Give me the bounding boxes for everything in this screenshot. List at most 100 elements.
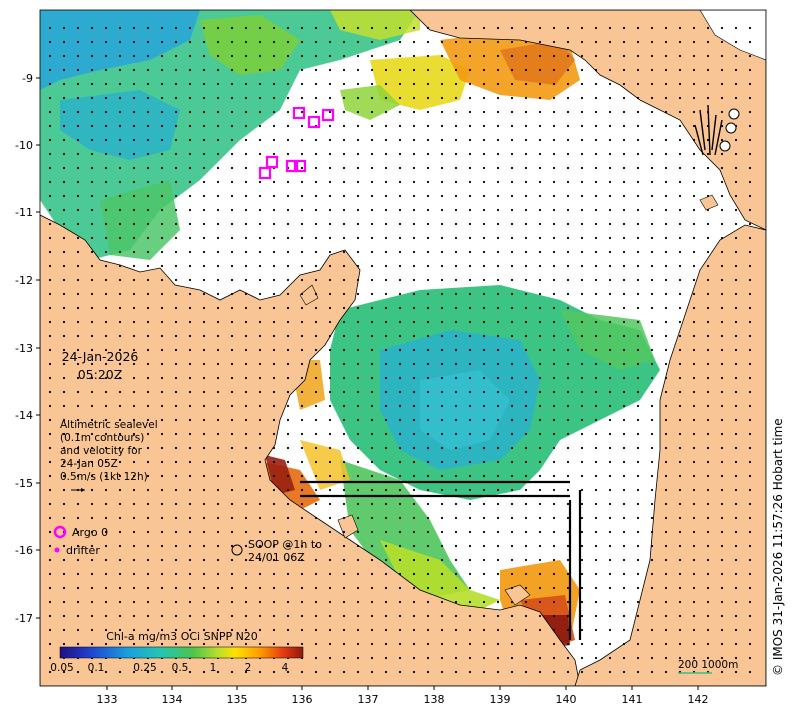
velocity-arrow [370,320,374,324]
velocity-arrow [300,572,304,576]
current-jet [300,480,582,640]
velocity-arrow [524,320,528,324]
velocity-arrow [216,614,220,618]
velocity-arrow [384,264,388,268]
velocity-arrow [356,502,360,506]
velocity-arrow [608,656,612,660]
velocity-arrow [650,376,654,380]
velocity-arrow [650,544,654,548]
velocity-arrow [216,544,220,548]
velocity-arrow [650,54,654,58]
velocity-arrow [678,404,682,408]
velocity-arrow [314,264,318,268]
velocity-arrow [552,320,556,324]
velocity-arrow [314,68,318,72]
velocity-arrow [160,432,164,436]
velocity-arrow [356,558,360,562]
velocity-arrow [426,236,430,240]
velocity-arrow [524,306,528,310]
velocity-arrow [342,572,346,576]
velocity-arrow [692,614,696,618]
x-tick-label: 138 [424,693,445,706]
x-tick-label: 133 [97,693,118,706]
velocity-arrow [678,334,682,338]
velocity-arrow [622,432,626,436]
velocity-arrow [174,670,178,674]
velocity-arrow [468,516,472,520]
velocity-arrow [440,586,444,590]
velocity-arrow [706,138,710,142]
velocity-arrow [468,124,472,128]
velocity-arrow [412,180,416,184]
velocity-arrow [608,488,612,492]
velocity-arrow [272,670,276,674]
velocity-arrow [426,502,430,506]
velocity-arrow [482,656,486,660]
velocity-arrow [370,96,374,100]
velocity-arrow [62,516,66,520]
y-tick-label: -13 [15,342,33,355]
velocity-arrow [62,250,66,254]
velocity-arrow [510,446,514,450]
velocity-arrow [384,474,388,478]
velocity-arrow [566,96,570,100]
velocity-arrow [664,362,668,366]
velocity-arrow [398,544,402,548]
velocity-arrow [216,40,220,44]
velocity-arrow [342,152,346,156]
velocity-arrow [132,390,136,394]
velocity-arrow [356,642,360,646]
velocity-arrow [580,460,584,464]
velocity-arrow [720,376,724,380]
velocity-arrow [62,348,66,352]
velocity-arrow [300,642,304,646]
velocity-arrow [426,362,430,366]
velocity-arrow [90,502,94,506]
velocity-arrow [62,110,66,114]
velocity-arrow [160,222,164,226]
velocity-arrow [286,418,290,422]
velocity-arrow [328,614,332,618]
velocity-arrow [62,152,66,156]
velocity-arrow [566,40,570,44]
velocity-arrow [104,194,108,198]
velocity-arrow [650,222,654,226]
velocity-arrow [342,348,346,352]
velocity-arrow [62,558,66,562]
velocity-arrow [412,320,416,324]
velocity-arrow [608,250,612,254]
velocity-arrow [258,250,262,254]
velocity-arrow [524,516,528,520]
velocity-arrow [468,446,472,450]
velocity-arrow [370,124,374,128]
velocity-arrow [272,82,276,86]
velocity-arrow [748,362,752,366]
velocity-arrow [440,26,444,30]
velocity-arrow [622,348,626,352]
velocity-arrow [370,264,374,268]
velocity-arrow [272,530,276,534]
velocity-arrow [62,586,66,590]
velocity-arrow [160,180,164,184]
velocity-arrow [678,180,682,184]
velocity-arrow [650,138,654,142]
velocity-arrow [454,82,458,86]
velocity-arrow [258,152,262,156]
velocity-arrow [748,306,752,310]
velocity-arrow [202,488,206,492]
velocity-arrow [552,110,556,114]
velocity-arrow [300,264,304,268]
velocity-arrow [552,264,556,268]
velocity-arrow [594,628,598,632]
velocity-arrow [118,404,122,408]
velocity-arrow [524,180,528,184]
velocity-arrow [636,628,640,632]
velocity-arrow [706,474,710,478]
velocity-arrow [552,600,556,604]
velocity-arrow [146,628,150,632]
velocity-arrow [412,390,416,394]
velocity-arrow [706,572,710,576]
velocity-arrow [482,586,486,590]
velocity-arrow [104,138,108,142]
velocity-arrow [300,600,304,604]
